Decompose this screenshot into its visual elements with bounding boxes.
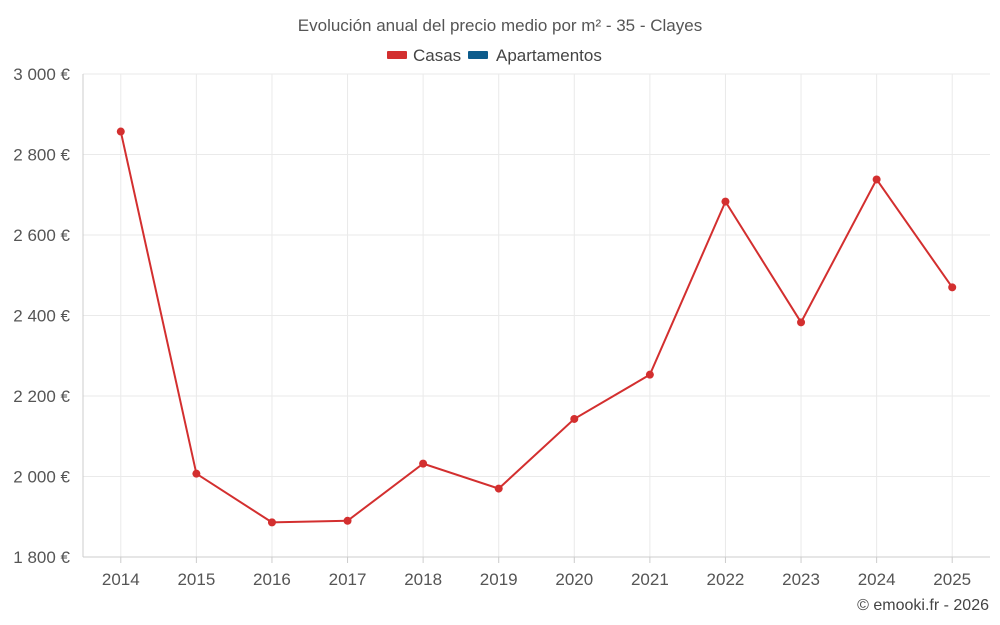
legend-label-apartamentos[interactable]: Apartamentos [496,46,602,65]
chart-title: Evolución anual del precio medio por m² … [298,16,702,35]
legend: Casas Apartamentos [387,46,602,65]
data-point[interactable] [797,318,806,327]
x-tick-label: 2022 [707,570,745,589]
y-tick-label: 2 000 € [13,468,70,487]
series-casas [116,127,957,527]
data-point[interactable] [267,518,276,527]
data-point[interactable] [570,414,579,423]
y-tick-label: 2 200 € [13,387,70,406]
data-point[interactable] [192,469,201,478]
x-tick-label: 2024 [858,570,896,589]
x-tick-label: 2019 [480,570,518,589]
grid [83,73,990,557]
x-tick-label: 2015 [177,570,215,589]
y-tick-label: 3 000 € [13,65,70,84]
y-tick-label: 2 600 € [13,226,70,245]
x-tick-label: 2016 [253,570,291,589]
y-axis: 1 800 € 2 000 € 2 200 € 2 400 € 2 600 € 2 800… [13,65,84,567]
x-tick-label: 2025 [933,570,971,589]
x-tick-label: 2021 [631,570,669,589]
x-tick-label: 2017 [329,570,367,589]
legend-swatch-apartamentos [468,51,488,59]
credit-text: © emooki.fr - 2026 [857,597,989,614]
legend-swatch-casas [387,51,407,59]
x-tick-label: 2023 [782,570,820,589]
series-line [119,131,954,524]
x-tick-label: 2020 [555,570,593,589]
data-point[interactable] [116,127,125,136]
y-tick-label: 2 800 € [13,146,70,165]
y-tick-label: 1 800 € [13,548,70,567]
legend-label-casas[interactable]: Casas [413,46,461,65]
data-point[interactable] [419,459,428,468]
data-point[interactable] [343,516,352,525]
data-point[interactable] [494,484,503,493]
data-point[interactable] [948,283,957,292]
x-tick-label: 2014 [102,570,140,589]
x-tick-label: 2018 [404,570,442,589]
x-axis: 2014 2015 2016 2017 2018 2019 2020 2021 2022 2023… [83,556,990,589]
data-point[interactable] [872,175,881,184]
data-point[interactable] [645,370,654,379]
y-tick-label: 2 400 € [13,307,70,326]
data-point[interactable] [721,197,730,206]
